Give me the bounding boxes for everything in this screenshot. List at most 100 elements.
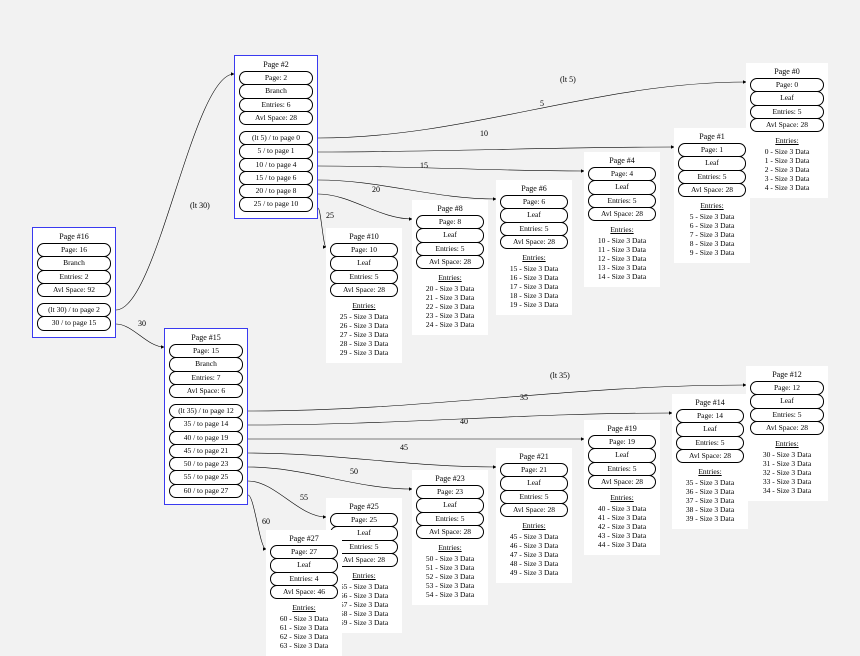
edge [116,74,234,310]
header-cell: Avl Space: 28 [330,283,398,297]
page-p14: Page #14Page: 14LeafEntries: 5Avl Space:… [672,394,748,529]
entry-line: 8 - Size 3 Data [678,239,746,248]
entry-line: 2 - Size 3 Data [750,165,824,174]
route-cell: 20 / to page 8 [239,184,313,198]
header-cell: Avl Space: 28 [750,421,824,435]
entry-line: 10 - Size 3 Data [588,236,656,245]
page-p16: Page #16Page: 16BranchEntries: 2Avl Spac… [32,227,116,338]
page-p1: Page #1Page: 1LeafEntries: 5Avl Space: 2… [674,128,750,263]
header-cell: Branch [169,357,243,371]
page-title: Page #15 [169,333,243,342]
header-cell: Entries: 5 [500,222,568,236]
page-title: Page #1 [678,132,746,141]
page-title: Page #23 [416,474,484,483]
route-cell: 15 / to page 6 [239,171,313,185]
header-cell: Page: 25 [330,513,398,527]
edge-label: 25 [326,211,334,220]
entry-line: 42 - Size 3 Data [588,522,656,531]
page-title: Page #12 [750,370,824,379]
route-cell: 40 / to page 19 [169,431,243,445]
header-cell: Entries: 5 [330,270,398,284]
route-cell: 45 / to page 21 [169,444,243,458]
entry-line: 62 - Size 3 Data [270,632,338,641]
page-title: Page #14 [676,398,744,407]
header-cell: Leaf [500,476,568,490]
header-cell: Leaf [416,228,484,242]
edge-label: 60 [262,517,270,526]
edge [248,453,496,467]
header-cell: Branch [37,256,111,270]
header-cell: Entries: 5 [588,462,656,476]
header-cell: Page: 21 [500,463,568,477]
header-cell: Page: 15 [169,344,243,358]
header-cell: Entries: 4 [270,572,338,586]
header-cell: Leaf [416,498,484,512]
entries-label: Entries: [500,253,568,262]
entry-line: 27 - Size 3 Data [330,330,398,339]
entry-line: 9 - Size 3 Data [678,248,746,257]
entry-line: 20 - Size 3 Data [416,284,484,293]
page-p27: Page #27Page: 27LeafEntries: 4Avl Space:… [266,530,342,656]
header-cell: Avl Space: 28 [239,111,313,125]
edge [116,324,164,347]
edge [318,166,584,171]
btree-diagram: (lt 30)30(lt 5)510152025(lt 35)354045505… [0,0,860,647]
entry-line: 46 - Size 3 Data [500,541,568,550]
entry-line: 41 - Size 3 Data [588,513,656,522]
edge [318,180,496,199]
header-cell: Page: 0 [750,78,824,92]
entry-line: 34 - Size 3 Data [750,486,824,495]
header-cell: Avl Space: 28 [750,118,824,132]
entries-label: Entries: [750,439,824,448]
edge-label: 50 [350,467,358,476]
entry-line: 29 - Size 3 Data [330,348,398,357]
page-p23: Page #23Page: 23LeafEntries: 5Avl Space:… [412,470,488,605]
header-cell: Entries: 5 [678,170,746,184]
page-p6: Page #6Page: 6LeafEntries: 5Avl Space: 2… [496,180,572,315]
header-cell: Page: 1 [678,143,746,157]
header-cell: Avl Space: 28 [676,449,744,463]
header-cell: Page: 16 [37,243,111,257]
header-cell: Entries: 5 [500,490,568,504]
edge-label: 20 [372,185,380,194]
entry-line: 30 - Size 3 Data [750,450,824,459]
entry-line: 51 - Size 3 Data [416,563,484,572]
entry-line: 43 - Size 3 Data [588,531,656,540]
header-cell: Leaf [588,448,656,462]
entry-line: 5 - Size 3 Data [678,212,746,221]
header-cell: Page: 27 [270,545,338,559]
edge-label: (lt 30) [190,201,210,210]
header-cell: Avl Space: 6 [169,384,243,398]
header-cell: Entries: 7 [169,371,243,385]
header-cell: Entries: 5 [588,194,656,208]
entry-line: 40 - Size 3 Data [588,504,656,513]
entry-line: 19 - Size 3 Data [500,300,568,309]
header-cell: Page: 19 [588,435,656,449]
page-title: Page #6 [500,184,568,193]
entry-line: 28 - Size 3 Data [330,339,398,348]
header-cell: Avl Space: 28 [588,207,656,221]
header-cell: Entries: 5 [416,242,484,256]
header-cell: Page: 14 [676,409,744,423]
header-cell: Page: 23 [416,485,484,499]
edge-label: 55 [300,493,308,502]
header-cell: Entries: 5 [750,408,824,422]
page-title: Page #25 [330,502,398,511]
edge [248,467,412,489]
route-cell: 60 / to page 27 [169,484,243,498]
entry-line: 37 - Size 3 Data [676,496,744,505]
header-cell: Entries: 5 [750,105,824,119]
entry-line: 60 - Size 3 Data [270,614,338,623]
route-cell: (lt 30) / to page 2 [37,303,111,317]
entry-line: 36 - Size 3 Data [676,487,744,496]
entry-line: 61 - Size 3 Data [270,623,338,632]
entry-line: 11 - Size 3 Data [588,245,656,254]
page-p2: Page #2Page: 2BranchEntries: 6Avl Space:… [234,55,318,219]
edge [318,208,326,247]
route-cell: 35 / to page 14 [169,417,243,431]
route-cell: (lt 5) / to page 0 [239,131,313,145]
edge-label: 40 [460,417,468,426]
entry-line: 16 - Size 3 Data [500,273,568,282]
entry-line: 7 - Size 3 Data [678,230,746,239]
entry-line: 14 - Size 3 Data [588,272,656,281]
